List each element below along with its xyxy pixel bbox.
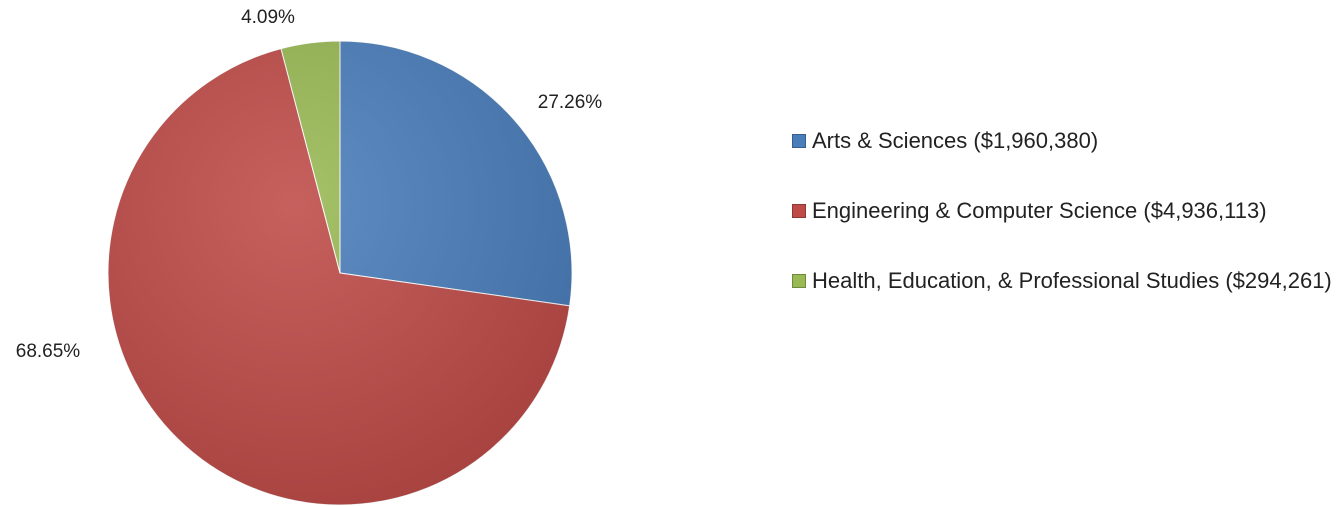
pie-slice bbox=[339, 40, 573, 307]
legend-swatch bbox=[792, 134, 806, 148]
legend-item: Engineering & Computer Science ($4,936,1… bbox=[792, 196, 1340, 226]
legend-label: Engineering & Computer Science ($4,936,1… bbox=[812, 198, 1267, 223]
legend: Arts & Sciences ($1,960,380) Engineering … bbox=[792, 126, 1340, 336]
legend-swatch bbox=[792, 274, 806, 288]
legend-swatch bbox=[792, 204, 806, 218]
data-label: 27.26% bbox=[538, 92, 603, 113]
legend-item: Arts & Sciences ($1,960,380) bbox=[792, 126, 1340, 156]
data-label: 68.65% bbox=[16, 341, 81, 362]
data-label: 4.09% bbox=[241, 7, 295, 28]
legend-label: Health, Education, & Professional Studie… bbox=[812, 268, 1332, 293]
legend-item: Health, Education, & Professional Studie… bbox=[792, 266, 1340, 296]
legend-label: Arts & Sciences ($1,960,380) bbox=[812, 128, 1099, 153]
